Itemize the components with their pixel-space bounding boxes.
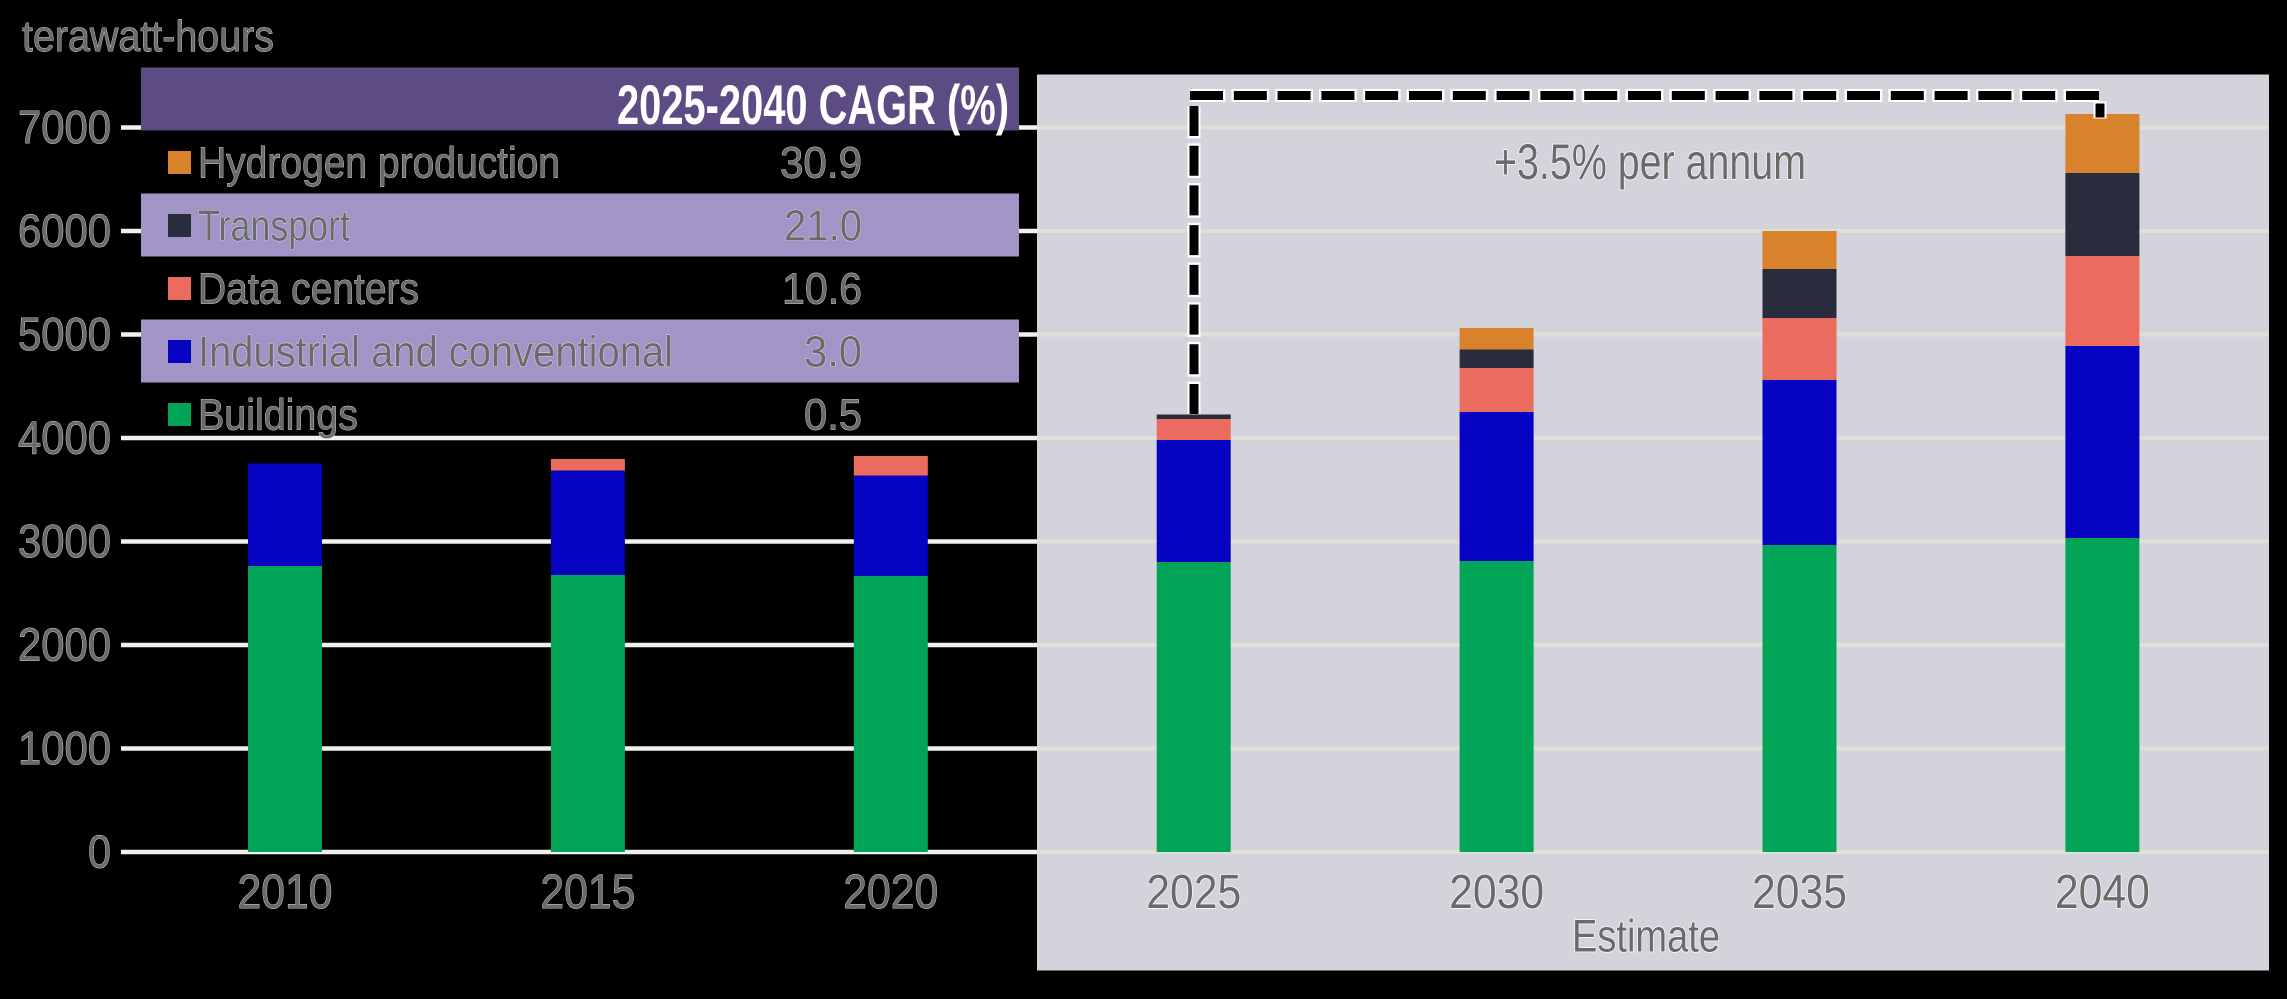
svg-text:4000: 4000 bbox=[18, 412, 111, 464]
svg-text:Transport: Transport bbox=[198, 202, 350, 251]
svg-text:+3.5% per annum: +3.5% per annum bbox=[1494, 134, 1806, 190]
svg-text:Hydrogen production: Hydrogen production bbox=[198, 139, 560, 188]
svg-text:3000: 3000 bbox=[18, 515, 111, 567]
svg-text:2000: 2000 bbox=[18, 619, 111, 671]
svg-text:21.0: 21.0 bbox=[784, 202, 862, 251]
svg-text:Data centers: Data centers bbox=[198, 265, 419, 314]
svg-text:0: 0 bbox=[88, 826, 111, 878]
svg-text:6000: 6000 bbox=[18, 205, 111, 257]
svg-text:2025: 2025 bbox=[1146, 866, 1241, 919]
svg-text:2035: 2035 bbox=[1752, 866, 1847, 919]
svg-text:2030: 2030 bbox=[1449, 866, 1544, 919]
svg-text:10.6: 10.6 bbox=[782, 265, 862, 314]
svg-text:terawatt-hours: terawatt-hours bbox=[22, 12, 274, 61]
svg-text:Industrial and conventional: Industrial and conventional bbox=[198, 328, 673, 377]
svg-text:2020: 2020 bbox=[843, 866, 938, 919]
svg-text:0.5: 0.5 bbox=[804, 391, 862, 440]
svg-text:7000: 7000 bbox=[18, 101, 111, 153]
svg-text:Buildings: Buildings bbox=[198, 391, 358, 440]
svg-text:2010: 2010 bbox=[238, 866, 333, 919]
svg-text:Estimate: Estimate bbox=[1572, 911, 1720, 962]
svg-text:1000: 1000 bbox=[18, 722, 111, 774]
svg-text:5000: 5000 bbox=[18, 308, 111, 360]
svg-text:2015: 2015 bbox=[540, 866, 635, 919]
svg-text:2025-2040 CAGR (%): 2025-2040 CAGR (%) bbox=[617, 73, 1009, 136]
svg-text:3.0: 3.0 bbox=[804, 328, 862, 377]
svg-text:2040: 2040 bbox=[2055, 866, 2150, 919]
svg-text:30.9: 30.9 bbox=[780, 139, 862, 188]
